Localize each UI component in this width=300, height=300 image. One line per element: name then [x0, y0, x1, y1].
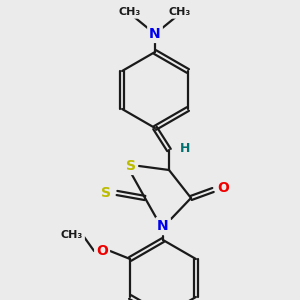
Text: CH₃: CH₃: [119, 7, 141, 17]
Text: N: N: [157, 219, 169, 233]
Text: CH₃: CH₃: [61, 230, 83, 240]
Text: O: O: [96, 244, 108, 258]
Text: CH₃: CH₃: [169, 7, 191, 17]
Text: H: H: [180, 142, 190, 154]
Text: S: S: [101, 186, 111, 200]
Text: N: N: [149, 27, 161, 41]
Text: O: O: [217, 181, 229, 195]
Text: S: S: [126, 159, 136, 173]
